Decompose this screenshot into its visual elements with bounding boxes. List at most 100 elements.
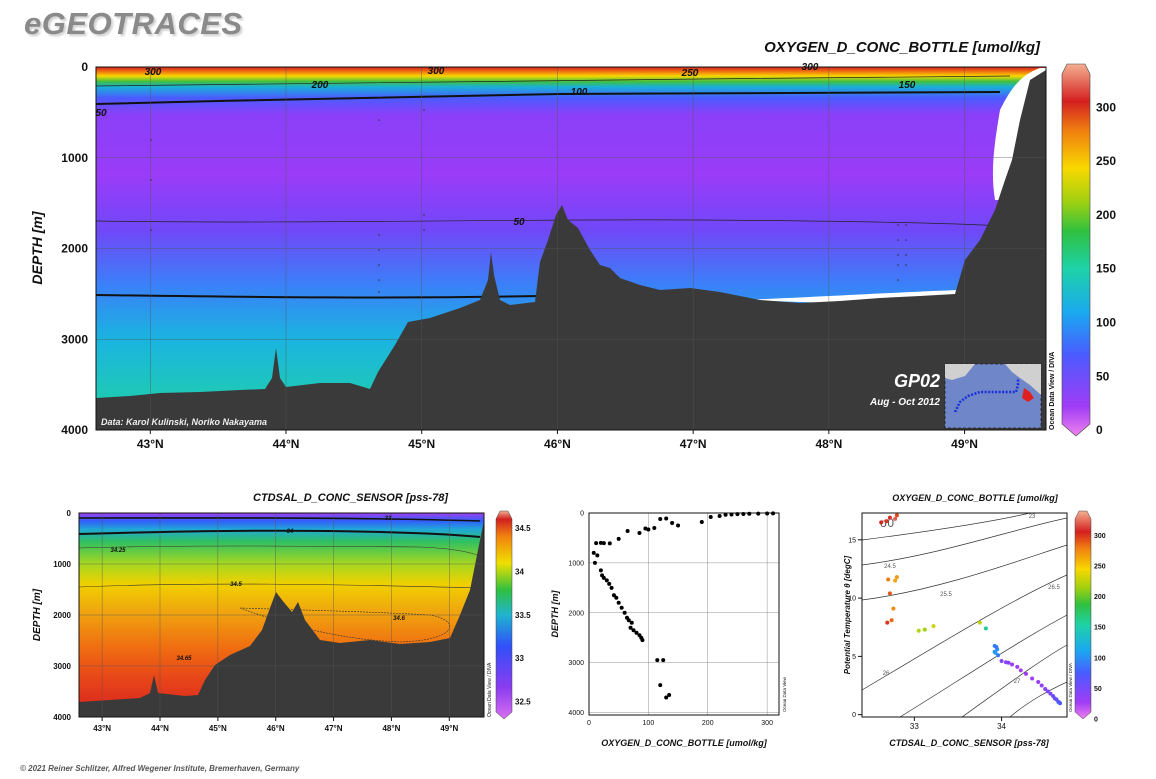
bathymetry-salinity: [79, 520, 484, 717]
ts-points: [879, 513, 1063, 706]
profile-point: [756, 511, 761, 516]
y-tick-label: 4000: [61, 423, 88, 437]
map-section-stations: [1022, 388, 1034, 402]
colorbar-tick-label: 250: [1096, 154, 1116, 168]
ts-point: [887, 515, 892, 520]
ts-point: [879, 520, 884, 525]
contour-label: 50: [95, 108, 107, 119]
contour-label: 34.6: [393, 616, 405, 622]
contour-34-5: [79, 583, 481, 589]
profile-point: [765, 511, 770, 516]
colorbar-tick-label: 200: [1094, 594, 1106, 601]
y-tick-label: 0: [852, 712, 856, 719]
profile-point: [637, 530, 642, 535]
isopycnal-label: 27: [1014, 679, 1021, 685]
x-tick-label: 46°N: [267, 724, 285, 733]
profile-points: [591, 511, 776, 700]
colorbar-tick-label: 100: [1096, 316, 1116, 330]
oxygen-colorbar: [1061, 63, 1091, 437]
profile-grid: [588, 512, 779, 715]
ts-point: [1043, 687, 1048, 692]
profile-frame: [588, 512, 780, 716]
profile-point: [607, 541, 612, 546]
ts-point: [884, 519, 889, 524]
ts-point: [891, 606, 896, 611]
ts-odv-label: Ocean Data View / DIVA: [1068, 663, 1073, 712]
contour-label: 250: [681, 68, 699, 79]
y-tick-label: 2000: [61, 242, 88, 256]
ts-point: [1045, 689, 1050, 694]
y-tick-label: 3000: [53, 662, 71, 671]
profile-point: [658, 516, 663, 521]
profile-point: [655, 658, 660, 663]
ts-grid: [858, 539, 1003, 721]
salinity-odv-label: Ocean Data View / DIVA: [487, 662, 493, 717]
oxygen-frame: [95, 66, 1047, 431]
x-tick-label: 43°N: [93, 724, 111, 733]
contour-label: 34.25: [110, 548, 126, 554]
contour-label: 200: [311, 80, 329, 91]
contour-label: 150: [899, 80, 916, 91]
isopycnal-label: 24.5: [884, 564, 896, 570]
colorbar-tick-label: 50: [1096, 369, 1110, 383]
x-tick-label: 44°N: [273, 437, 300, 451]
ts-point: [922, 627, 927, 632]
y-tick-label: 3000: [568, 660, 584, 667]
profile-point: [640, 638, 645, 643]
copyright-credit: © 2021 Reiner Schlitzer, Alfred Wegener …: [20, 764, 300, 773]
y-tick-label: 4000: [568, 710, 584, 717]
profile-point: [591, 550, 596, 555]
x-tick-label: 200: [702, 720, 714, 727]
contour-33: [79, 517, 481, 522]
profile-point: [741, 511, 746, 516]
y-tick-label: 2000: [568, 610, 584, 617]
profile-point: [616, 536, 621, 541]
profile-point: [601, 575, 606, 580]
x-tick-label: 46°N: [544, 437, 571, 451]
salinity-contour-labels: 33 34 34.25 34.5 34.6 34.65: [110, 516, 405, 662]
y-tick-label: 1000: [53, 560, 71, 569]
contour-100: [96, 91, 1001, 105]
ts-point: [999, 659, 1004, 664]
salinity-y-axis-label: DEPTH [m]: [32, 588, 43, 641]
profile-point: [604, 578, 609, 583]
contour-34: [79, 529, 481, 538]
profile-x-axis-label: OXYGEN_D_CONC_BOTTLE [umol/kg]: [601, 738, 768, 748]
profile-point: [652, 525, 657, 530]
y-tick-label: 0: [580, 511, 584, 518]
x-tick-label: 300: [761, 720, 773, 727]
y-tick-label: 1000: [61, 151, 88, 165]
ts-colorbar: [1074, 510, 1092, 720]
ts-point: [886, 577, 891, 582]
profile-point: [609, 585, 614, 590]
x-tick-label: 100: [643, 720, 655, 727]
contour-50: [96, 219, 1001, 227]
cruise-period-label: Aug - Oct 2012: [869, 397, 940, 408]
profile-point: [598, 540, 603, 545]
profile-point: [717, 513, 722, 518]
profile-point: [723, 512, 728, 517]
colorbar-tick-label: 100: [1094, 655, 1106, 662]
ts-point: [931, 624, 936, 629]
colorbar-tick-label: 150: [1094, 625, 1106, 632]
data-source-label: Data: Karol Kulinski, Noriko Nakayama: [101, 417, 267, 427]
profile-point: [616, 600, 621, 605]
x-tick-label: 45°N: [209, 724, 227, 733]
y-tick-label: 3000: [61, 332, 88, 346]
isopycnal-label: 23: [1029, 514, 1036, 520]
colorbar-tick-label: 33.5: [515, 611, 531, 620]
profile-point: [629, 620, 634, 625]
ts-point: [1036, 680, 1041, 685]
profile-x-ticks: 0 100 200 300: [587, 720, 773, 727]
colorbar-tick-label: 34: [515, 567, 524, 576]
colorbar-tick-label: 250: [1094, 564, 1106, 571]
colorbar-tick-label: 33: [515, 654, 524, 663]
profile-point: [634, 630, 639, 635]
contour-label: 300: [428, 66, 445, 77]
ts-colorbar-ticks: 0 50 100 150 200 250 300: [1094, 533, 1106, 724]
profile-y-ticks: 0 1000 2000 3000 4000: [568, 511, 584, 718]
x-tick-label: 48°N: [382, 724, 400, 733]
ts-point: [1018, 668, 1023, 673]
